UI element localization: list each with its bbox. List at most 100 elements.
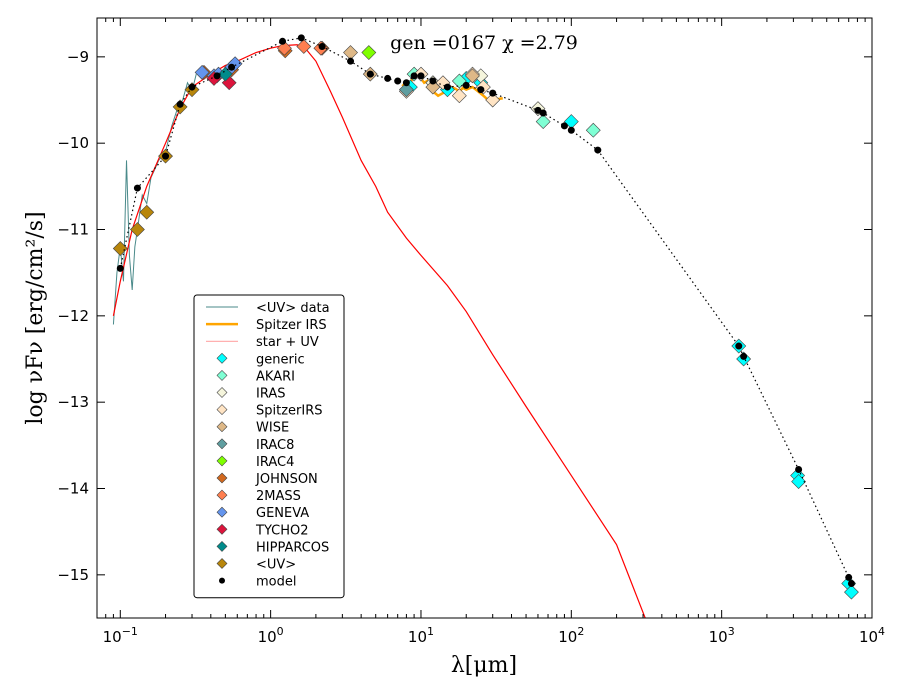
- legend-label: generic: [256, 352, 305, 367]
- model-point: [133, 184, 141, 192]
- legend-swatch: [216, 438, 228, 450]
- y-tick-label: −15: [57, 566, 89, 584]
- legend-label: IRAC8: [256, 438, 294, 453]
- model-point: [429, 77, 437, 85]
- legend-item-uv: <UV>: [216, 558, 296, 573]
- 2mass-point: [276, 40, 292, 56]
- model-point: [795, 466, 803, 474]
- model-point: [366, 70, 374, 78]
- model-point: [539, 109, 547, 117]
- model-point: [162, 152, 170, 160]
- model-point: [477, 86, 485, 94]
- x-tick-label: 100: [258, 625, 284, 646]
- legend-item-akari: AKARI: [216, 369, 295, 384]
- legend-item-wise: WISE: [216, 421, 289, 436]
- plot-frame: [96, 17, 873, 619]
- wise-point: [425, 79, 441, 95]
- legend-item-uv-data: <UV> data: [206, 301, 330, 316]
- model-point: [740, 352, 748, 360]
- generic-point: [844, 584, 859, 600]
- y-tick-label: −13: [57, 393, 89, 411]
- legend-item-model: model: [219, 575, 296, 590]
- uv-point: [139, 204, 155, 220]
- legend-item-spitzer-irs: Spitzer IRS: [206, 318, 327, 333]
- y-tick-label: −10: [57, 134, 89, 152]
- legend-label: AKARI: [256, 369, 295, 384]
- legend-label: SpitzerIRS: [256, 404, 323, 419]
- model-point: [228, 63, 236, 71]
- spitzerirs-point: [451, 88, 467, 104]
- legend-swatch: [216, 352, 228, 364]
- x-tick-label: 103: [709, 625, 735, 646]
- akari-point: [585, 122, 601, 138]
- model-point: [297, 34, 305, 42]
- model-point: [845, 573, 853, 581]
- model-point: [594, 146, 602, 154]
- x-tick-label: 104: [859, 625, 885, 646]
- series-hipparcos: [217, 66, 233, 82]
- y-tick-label: −14: [57, 480, 89, 498]
- legend-item-irac8: IRAC8: [216, 438, 294, 453]
- legend-item-johnson: JOHNSON: [216, 472, 318, 487]
- model-point: [462, 81, 470, 89]
- 2mass-point: [296, 39, 312, 54]
- legend-label: 2MASS: [256, 489, 301, 504]
- legend-swatch: [216, 387, 228, 398]
- x-axis-title: λ[μm]: [451, 653, 517, 678]
- legend-label: IRAS: [256, 387, 286, 402]
- plot-area: [112, 34, 859, 618]
- model-point: [394, 77, 402, 85]
- model-point: [318, 42, 326, 50]
- legend-label: <UV> data: [256, 301, 330, 316]
- legend-swatch: [216, 369, 228, 381]
- legend-label: HIPPARCOS: [256, 540, 329, 555]
- model-point: [417, 72, 425, 80]
- legend-label: TYCHO2: [255, 523, 309, 538]
- x-tick-label: 102: [558, 625, 584, 646]
- legend-item-tycho2: TYCHO2: [216, 523, 309, 538]
- legend-label: IRAC4: [256, 455, 294, 470]
- series-irac4: [361, 45, 377, 60]
- model-point: [213, 72, 221, 80]
- model-point: [735, 342, 743, 350]
- model-point: [489, 89, 497, 97]
- legend-swatch: [216, 540, 228, 552]
- model-point: [402, 79, 410, 87]
- legend-item-irac4: IRAC4: [216, 455, 294, 470]
- akari-point: [535, 114, 551, 130]
- model-point: [560, 122, 568, 130]
- legend-item-iras: IRAS: [216, 387, 286, 402]
- legend-swatch: [219, 577, 225, 584]
- legend: <UV> data Spitzer IRS star + UV generic AKAR…: [193, 294, 345, 599]
- hipparcos-point: [217, 66, 233, 82]
- x-tick-label: 101: [408, 625, 434, 646]
- model-point: [384, 74, 392, 82]
- y-tick-label: −11: [57, 221, 89, 239]
- legend-label: WISE: [256, 421, 289, 436]
- legend-swatch: [216, 489, 228, 501]
- legend-item-2mass: 2MASS: [216, 489, 301, 504]
- legend-swatch: [216, 404, 228, 416]
- legend-swatch: [216, 523, 228, 535]
- y-tick-label: −12: [57, 307, 89, 325]
- legend-item-geneva: GENEVA: [216, 506, 309, 521]
- model-point: [347, 57, 355, 65]
- legend-swatch: [216, 558, 228, 569]
- geneva-point: [194, 64, 210, 80]
- legend-label: GENEVA: [256, 506, 309, 521]
- legend-label: Spitzer IRS: [256, 318, 327, 333]
- y-tick-label: −9: [67, 48, 89, 66]
- series-model: [116, 34, 855, 587]
- model-point: [567, 126, 575, 134]
- legend-swatch: [216, 455, 228, 467]
- star-uv-line: [112, 44, 646, 618]
- legend-swatch: [216, 506, 228, 518]
- series-irac8: [398, 82, 414, 98]
- chart-title: gen =0167 χ =2.79: [390, 32, 578, 54]
- spitzerirs-point: [485, 92, 501, 108]
- model-point: [847, 579, 855, 587]
- model-point: [176, 100, 184, 108]
- model-point: [534, 106, 542, 114]
- model-point: [188, 83, 196, 91]
